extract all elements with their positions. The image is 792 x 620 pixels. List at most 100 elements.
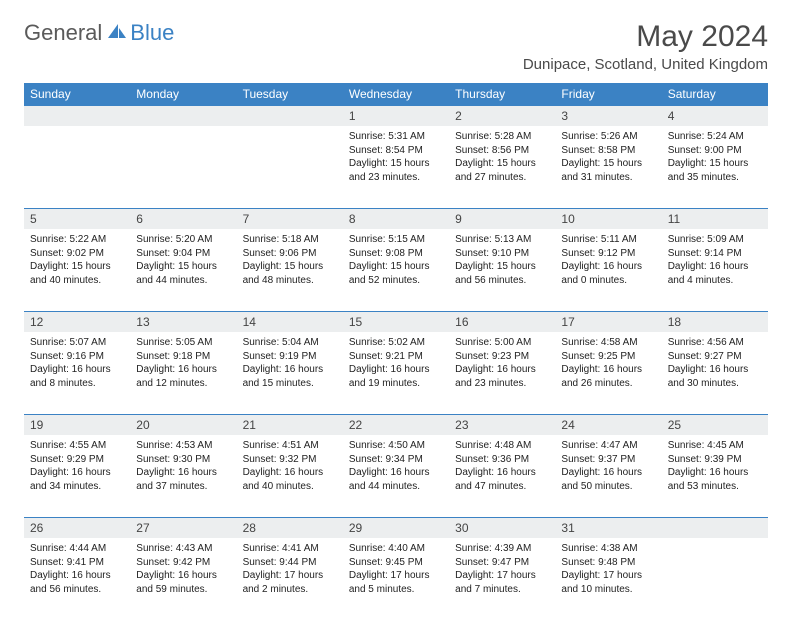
daylight-text: Daylight: 16 hours and 56 minutes. xyxy=(30,569,124,596)
daynum-row: 19202122232425 xyxy=(24,414,768,435)
day-number: 4 xyxy=(662,106,768,126)
sunset-text: Sunset: 9:10 PM xyxy=(455,247,549,261)
day-cell: Sunrise: 4:41 AMSunset: 9:44 PMDaylight:… xyxy=(237,538,343,620)
sunrise-text: Sunrise: 5:09 AM xyxy=(668,233,762,247)
daylight-text: Daylight: 16 hours and 59 minutes. xyxy=(136,569,230,596)
daynum-row: 12131415161718 xyxy=(24,311,768,332)
day-cell: Sunrise: 5:24 AMSunset: 9:00 PMDaylight:… xyxy=(662,126,768,208)
day-number xyxy=(237,106,343,126)
sunrise-text: Sunrise: 5:24 AM xyxy=(668,130,762,144)
day-cell: Sunrise: 4:45 AMSunset: 9:39 PMDaylight:… xyxy=(662,435,768,517)
sunset-text: Sunset: 9:37 PM xyxy=(561,453,655,467)
day-cell xyxy=(24,126,130,208)
day-cell: Sunrise: 4:44 AMSunset: 9:41 PMDaylight:… xyxy=(24,538,130,620)
daylight-text: Daylight: 15 hours and 56 minutes. xyxy=(455,260,549,287)
day-header-row: Sunday Monday Tuesday Wednesday Thursday… xyxy=(24,83,768,105)
day-number: 31 xyxy=(555,518,661,538)
daylight-text: Daylight: 16 hours and 8 minutes. xyxy=(30,363,124,390)
day-number: 16 xyxy=(449,312,555,332)
week-row: Sunrise: 5:07 AMSunset: 9:16 PMDaylight:… xyxy=(24,332,768,414)
logo-sail-icon xyxy=(106,22,128,45)
day-number: 14 xyxy=(237,312,343,332)
daylight-text: Daylight: 16 hours and 23 minutes. xyxy=(455,363,549,390)
daylight-text: Daylight: 16 hours and 44 minutes. xyxy=(349,466,443,493)
sunset-text: Sunset: 9:12 PM xyxy=(561,247,655,261)
sunrise-text: Sunrise: 4:40 AM xyxy=(349,542,443,556)
sunrise-text: Sunrise: 4:43 AM xyxy=(136,542,230,556)
day-number: 11 xyxy=(662,209,768,229)
daylight-text: Daylight: 17 hours and 7 minutes. xyxy=(455,569,549,596)
day-number: 18 xyxy=(662,312,768,332)
day-cell xyxy=(662,538,768,620)
day-number: 30 xyxy=(449,518,555,538)
sunrise-text: Sunrise: 4:44 AM xyxy=(30,542,124,556)
day-number: 17 xyxy=(555,312,661,332)
day-number: 12 xyxy=(24,312,130,332)
sunrise-text: Sunrise: 5:31 AM xyxy=(349,130,443,144)
sunset-text: Sunset: 9:34 PM xyxy=(349,453,443,467)
day-header-tue: Tuesday xyxy=(237,83,343,105)
day-number: 2 xyxy=(449,106,555,126)
day-number xyxy=(662,518,768,538)
sunrise-text: Sunrise: 4:38 AM xyxy=(561,542,655,556)
sunset-text: Sunset: 9:27 PM xyxy=(668,350,762,364)
sunset-text: Sunset: 8:58 PM xyxy=(561,144,655,158)
sunrise-text: Sunrise: 4:41 AM xyxy=(243,542,337,556)
day-number: 7 xyxy=(237,209,343,229)
sunrise-text: Sunrise: 5:22 AM xyxy=(30,233,124,247)
day-header-wed: Wednesday xyxy=(343,83,449,105)
day-cell: Sunrise: 4:50 AMSunset: 9:34 PMDaylight:… xyxy=(343,435,449,517)
day-number: 23 xyxy=(449,415,555,435)
day-cell: Sunrise: 5:07 AMSunset: 9:16 PMDaylight:… xyxy=(24,332,130,414)
day-cell: Sunrise: 5:05 AMSunset: 9:18 PMDaylight:… xyxy=(130,332,236,414)
day-cell: Sunrise: 4:38 AMSunset: 9:48 PMDaylight:… xyxy=(555,538,661,620)
sunset-text: Sunset: 9:29 PM xyxy=(30,453,124,467)
day-header-mon: Monday xyxy=(130,83,236,105)
daylight-text: Daylight: 16 hours and 26 minutes. xyxy=(561,363,655,390)
week-row: Sunrise: 4:55 AMSunset: 9:29 PMDaylight:… xyxy=(24,435,768,517)
day-cell: Sunrise: 4:58 AMSunset: 9:25 PMDaylight:… xyxy=(555,332,661,414)
sunset-text: Sunset: 9:14 PM xyxy=(668,247,762,261)
daylight-text: Daylight: 16 hours and 50 minutes. xyxy=(561,466,655,493)
day-cell: Sunrise: 5:26 AMSunset: 8:58 PMDaylight:… xyxy=(555,126,661,208)
sunrise-text: Sunrise: 4:45 AM xyxy=(668,439,762,453)
daylight-text: Daylight: 17 hours and 5 minutes. xyxy=(349,569,443,596)
day-cell: Sunrise: 5:09 AMSunset: 9:14 PMDaylight:… xyxy=(662,229,768,311)
sunset-text: Sunset: 9:44 PM xyxy=(243,556,337,570)
daynum-row: 262728293031 xyxy=(24,517,768,538)
daylight-text: Daylight: 16 hours and 19 minutes. xyxy=(349,363,443,390)
day-number: 26 xyxy=(24,518,130,538)
day-number: 5 xyxy=(24,209,130,229)
sunrise-text: Sunrise: 5:20 AM xyxy=(136,233,230,247)
day-number: 9 xyxy=(449,209,555,229)
sunset-text: Sunset: 8:54 PM xyxy=(349,144,443,158)
day-cell: Sunrise: 4:43 AMSunset: 9:42 PMDaylight:… xyxy=(130,538,236,620)
sunrise-text: Sunrise: 5:00 AM xyxy=(455,336,549,350)
daylight-text: Daylight: 16 hours and 34 minutes. xyxy=(30,466,124,493)
logo: General Blue xyxy=(24,20,174,46)
day-number: 15 xyxy=(343,312,449,332)
day-number: 3 xyxy=(555,106,661,126)
sunset-text: Sunset: 8:56 PM xyxy=(455,144,549,158)
day-cell: Sunrise: 5:28 AMSunset: 8:56 PMDaylight:… xyxy=(449,126,555,208)
sunset-text: Sunset: 9:23 PM xyxy=(455,350,549,364)
day-number: 20 xyxy=(130,415,236,435)
daylight-text: Daylight: 16 hours and 4 minutes. xyxy=(668,260,762,287)
sunrise-text: Sunrise: 4:56 AM xyxy=(668,336,762,350)
sunset-text: Sunset: 9:18 PM xyxy=(136,350,230,364)
sunrise-text: Sunrise: 5:07 AM xyxy=(30,336,124,350)
daylight-text: Daylight: 16 hours and 40 minutes. xyxy=(243,466,337,493)
day-number: 22 xyxy=(343,415,449,435)
title-block: May 2024 Dunipace, Scotland, United King… xyxy=(523,20,768,73)
logo-text-general: General xyxy=(24,20,102,46)
day-number: 29 xyxy=(343,518,449,538)
day-number: 21 xyxy=(237,415,343,435)
day-cell: Sunrise: 5:15 AMSunset: 9:08 PMDaylight:… xyxy=(343,229,449,311)
day-cell: Sunrise: 4:39 AMSunset: 9:47 PMDaylight:… xyxy=(449,538,555,620)
day-cell: Sunrise: 5:20 AMSunset: 9:04 PMDaylight:… xyxy=(130,229,236,311)
daylight-text: Daylight: 16 hours and 15 minutes. xyxy=(243,363,337,390)
sunrise-text: Sunrise: 4:50 AM xyxy=(349,439,443,453)
day-number: 1 xyxy=(343,106,449,126)
sunrise-text: Sunrise: 5:04 AM xyxy=(243,336,337,350)
daylight-text: Daylight: 15 hours and 52 minutes. xyxy=(349,260,443,287)
